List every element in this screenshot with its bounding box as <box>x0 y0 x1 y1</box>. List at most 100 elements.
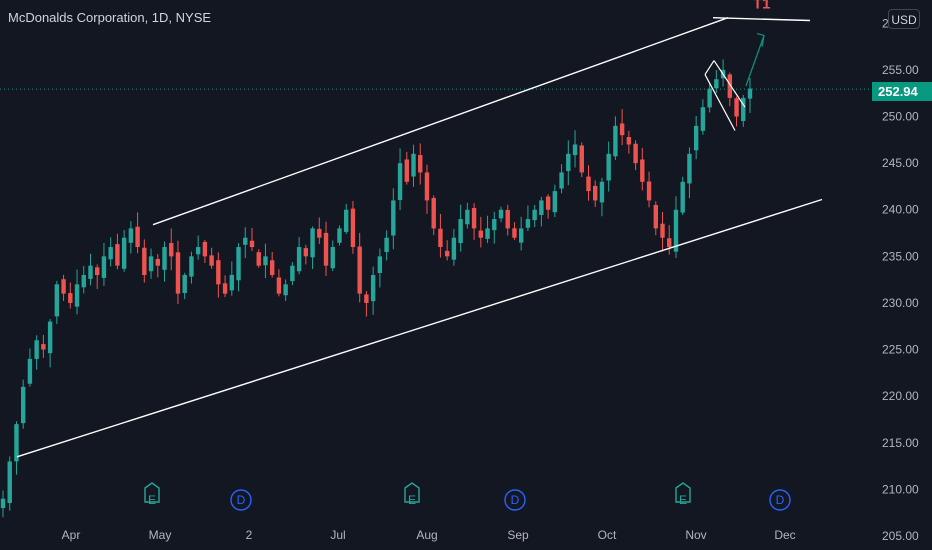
candle-body <box>209 255 214 266</box>
candle-body <box>0 498 6 509</box>
candle-body <box>545 196 551 210</box>
candle-body <box>572 144 578 156</box>
candle-body <box>27 358 33 384</box>
candle-body <box>95 267 100 275</box>
currency-selector[interactable]: USD <box>888 9 920 29</box>
candle-body <box>243 237 248 245</box>
candle-body <box>532 209 537 221</box>
candle-body <box>283 284 288 296</box>
dividend-marker[interactable]: D <box>769 489 791 511</box>
candle-body <box>619 123 625 136</box>
dividend-icon <box>769 489 791 511</box>
candle-body <box>142 247 147 275</box>
candle-body <box>646 181 652 201</box>
candle-body <box>249 240 255 248</box>
candle-body <box>525 219 531 228</box>
candle-body <box>492 219 497 231</box>
candle-body <box>344 209 349 232</box>
candle-body <box>121 237 127 269</box>
candle-body <box>108 247 113 260</box>
candle-body <box>438 228 443 248</box>
candle-body <box>693 125 699 151</box>
candle-body <box>660 223 665 238</box>
candle-body <box>88 265 93 279</box>
candle-body <box>81 275 86 288</box>
candle-body <box>714 79 719 89</box>
candle-body <box>155 258 160 266</box>
candle-body <box>357 246 362 294</box>
candle-body <box>222 283 228 294</box>
dividend-marker[interactable]: D <box>504 489 526 511</box>
candle-body <box>640 159 645 182</box>
dividend-marker[interactable]: D <box>230 489 252 511</box>
candle-body <box>539 200 544 215</box>
x-tick-label: Aug <box>416 528 437 542</box>
earnings-icon <box>144 482 160 503</box>
candle-body <box>552 191 558 213</box>
candle-body <box>633 143 638 164</box>
candle-body <box>61 279 66 294</box>
channel-lower-trendline[interactable] <box>16 198 823 458</box>
candle-body <box>653 205 658 229</box>
candle-body <box>566 153 571 172</box>
candle-body <box>599 181 605 203</box>
y-tick-label: 235.00 <box>882 249 919 263</box>
flag-upper-line[interactable] <box>713 60 746 108</box>
candle-body <box>384 237 389 253</box>
candle-body <box>505 209 510 229</box>
candle-body <box>189 256 194 277</box>
candle-body <box>290 265 295 282</box>
dividend-icon <box>230 489 252 511</box>
target-line[interactable] <box>712 17 811 22</box>
candle-body <box>175 252 181 294</box>
target-arrowhead <box>756 32 765 47</box>
candle-body <box>263 256 268 266</box>
candle-body <box>518 228 524 243</box>
candle-body <box>391 200 396 236</box>
earnings-icon <box>404 482 420 503</box>
candle-body <box>680 181 685 213</box>
candle-body <box>74 284 80 307</box>
candle-body <box>404 159 409 182</box>
x-tick-label: Apr <box>62 528 81 542</box>
candle-body <box>667 238 672 248</box>
candle-body <box>593 185 598 201</box>
candle-body <box>256 252 261 266</box>
candle-body <box>135 226 140 248</box>
candle-body <box>512 228 517 238</box>
candle-body <box>236 247 241 281</box>
candle-body <box>115 244 120 266</box>
candle-body <box>364 294 369 303</box>
candle-body <box>418 155 423 173</box>
y-tick-label: 205.00 <box>882 529 919 543</box>
earnings-icon <box>675 482 691 503</box>
candle-body <box>101 256 107 278</box>
candle-body <box>269 260 275 275</box>
earnings-marker[interactable]: E <box>675 482 691 507</box>
y-tick-label: 210.00 <box>882 482 919 496</box>
y-tick-label: 255.00 <box>882 63 919 77</box>
y-tick-label: 225.00 <box>882 343 919 357</box>
candle-body <box>727 74 733 98</box>
candle-body <box>47 321 53 354</box>
candle-body <box>68 293 73 303</box>
candle-body <box>707 88 712 108</box>
candle-body <box>148 256 154 272</box>
flag-left-edge[interactable] <box>704 60 715 75</box>
channel-upper-trendline[interactable] <box>152 17 729 226</box>
y-tick-label: 230.00 <box>882 296 919 310</box>
event-marker-label: D <box>776 493 785 507</box>
candle-body <box>734 98 739 117</box>
event-marker-label: E <box>679 493 687 507</box>
candle-body <box>162 247 167 270</box>
candle-body <box>444 250 450 257</box>
candle-body <box>606 153 611 181</box>
x-tick-label: 2 <box>246 528 253 542</box>
candle-body <box>431 197 436 229</box>
target-arrow[interactable] <box>745 35 765 86</box>
flag-lower-line[interactable] <box>704 74 736 131</box>
candle-body <box>128 228 134 243</box>
earnings-marker[interactable]: E <box>404 482 420 507</box>
earnings-marker[interactable]: E <box>144 482 160 507</box>
